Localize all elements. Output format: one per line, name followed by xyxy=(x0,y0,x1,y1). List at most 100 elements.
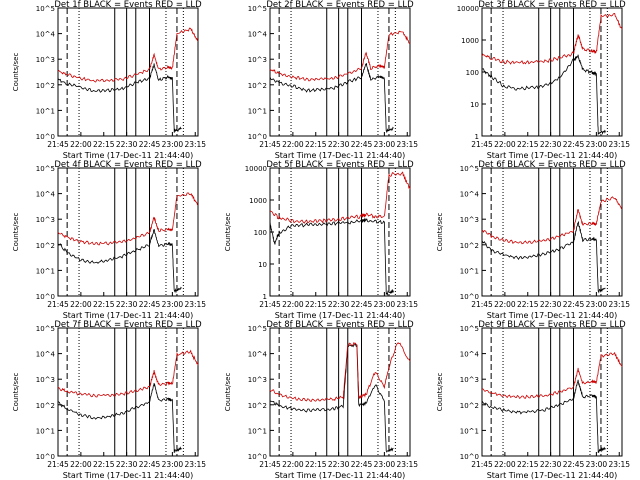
x-tick-label: 22:45 xyxy=(139,300,161,309)
x-tick-label: 21:45 xyxy=(471,300,493,309)
chart-panel-4: Det 4f BLACK = Events RED = LLD Counts/se… xyxy=(12,160,206,320)
y-axis-label: Counts/sec xyxy=(436,373,444,412)
series-lld-line xyxy=(481,351,623,400)
x-tick-label: 22:00 xyxy=(494,460,516,469)
x-tick-label: 22:45 xyxy=(563,300,585,309)
x-tick-label: 22:45 xyxy=(563,460,585,469)
x-tick-label: 21:45 xyxy=(259,460,281,469)
x-axis-label: Start Time (17-Dec-11 21:44:40) xyxy=(487,151,618,160)
chart-title: Det 9f BLACK = Events RED = LLD xyxy=(478,320,626,330)
x-tick-label: 21:45 xyxy=(471,460,493,469)
x-tick-label: 23:00 xyxy=(374,460,396,469)
x-tick-label: 23:15 xyxy=(396,300,418,309)
x-tick-label: 22:00 xyxy=(70,460,92,469)
x-tick-label: 22:30 xyxy=(328,460,350,469)
y-tick-label: 10^2 xyxy=(36,82,55,90)
series-events-line xyxy=(57,229,182,294)
chart-panel-5: Det 5f BLACK = Events RED = LLD Counts/se… xyxy=(224,160,418,320)
y-tick-label: 10^3 xyxy=(460,216,479,224)
y-tick-label: 10^0 xyxy=(248,133,267,141)
x-tick-label: 23:15 xyxy=(396,460,418,469)
x-tick-label: 22:00 xyxy=(282,140,304,149)
x-tick-label: 21:45 xyxy=(47,460,69,469)
chart-title: Det 8f BLACK = Events RED = LLD xyxy=(266,320,414,330)
y-tick-label: 10^1 xyxy=(248,427,267,435)
x-tick-label: 22:15 xyxy=(305,460,327,469)
y-tick-label: 10^4 xyxy=(460,351,480,359)
x-tick-label: 23:00 xyxy=(374,140,396,149)
y-tick-label: 10^2 xyxy=(36,242,55,250)
series-lld-line xyxy=(57,192,199,246)
chart-title: Det 7f BLACK = Events RED = LLD xyxy=(54,320,202,330)
x-tick-label: 22:15 xyxy=(93,140,115,149)
x-tick-label: 22:45 xyxy=(563,140,585,149)
y-tick-label: 10000 xyxy=(245,165,267,173)
y-tick-label: 10^5 xyxy=(36,5,55,13)
y-tick-label: 10^3 xyxy=(36,376,55,384)
y-tick-label: 10^1 xyxy=(248,107,267,115)
x-tick-label: 21:45 xyxy=(47,300,69,309)
chart-title: Det 6f BLACK = Events RED = LLD xyxy=(478,160,626,170)
x-axis-label: Start Time (17-Dec-11 21:44:40) xyxy=(275,311,406,320)
chart-title: Det 4f BLACK = Events RED = LLD xyxy=(54,160,202,170)
x-tick-label: 23:15 xyxy=(608,140,630,149)
x-tick-label: 23:00 xyxy=(162,300,184,309)
x-tick-label: 22:30 xyxy=(116,300,138,309)
x-tick-label: 22:15 xyxy=(517,460,539,469)
series-events-line xyxy=(481,54,606,136)
chart-panel-1: Det 1f BLACK = Events RED = LLD Counts/se… xyxy=(12,0,206,160)
series-lld-line xyxy=(57,27,199,83)
y-tick-label: 10^5 xyxy=(36,325,55,333)
x-tick-label: 22:00 xyxy=(70,300,92,309)
series-lld-line xyxy=(269,30,411,82)
plot-frame xyxy=(57,7,199,137)
y-tick-label: 10^1 xyxy=(460,267,479,275)
y-tick-label: 10^3 xyxy=(460,376,479,384)
x-tick-label: 21:45 xyxy=(471,140,493,149)
x-tick-label: 21:45 xyxy=(259,140,281,149)
chart-panel-7: Det 7f BLACK = Events RED = LLD Counts/se… xyxy=(12,320,206,480)
y-tick-label: 10^3 xyxy=(36,56,55,64)
x-tick-label: 23:15 xyxy=(608,300,630,309)
series-events-line xyxy=(57,382,182,453)
x-tick-label: 22:15 xyxy=(517,140,539,149)
x-tick-label: 23:00 xyxy=(162,140,184,149)
x-tick-label: 22:15 xyxy=(93,460,115,469)
y-tick-label: 1 xyxy=(263,293,267,301)
y-tick-label: 10^2 xyxy=(36,402,55,410)
x-tick-label: 23:00 xyxy=(162,460,184,469)
series-lld-line xyxy=(481,13,623,65)
plot-frame xyxy=(269,327,411,457)
y-tick-label: 10^1 xyxy=(36,427,55,435)
y-tick-label: 100 xyxy=(466,69,479,77)
y-tick-label: 100 xyxy=(254,229,267,237)
series-events-line xyxy=(269,63,394,134)
y-axis-label: Counts/sec xyxy=(224,373,232,412)
y-axis-label: Counts/sec xyxy=(436,213,444,252)
x-axis-label: Start Time (17-Dec-11 21:44:40) xyxy=(275,151,406,160)
x-tick-label: 23:15 xyxy=(184,140,206,149)
plot-frame xyxy=(481,327,623,457)
x-tick-label: 22:15 xyxy=(305,300,327,309)
x-tick-label: 22:30 xyxy=(116,140,138,149)
x-tick-label: 22:15 xyxy=(517,300,539,309)
y-tick-label: 10^3 xyxy=(248,376,267,384)
x-tick-label: 22:00 xyxy=(282,460,304,469)
y-axis-label: Counts/sec xyxy=(12,373,20,412)
x-tick-label: 22:30 xyxy=(116,460,138,469)
x-tick-label: 23:00 xyxy=(586,300,608,309)
y-tick-label: 10^0 xyxy=(248,453,267,461)
series-lld-line xyxy=(57,349,199,398)
x-axis-label: Start Time (17-Dec-11 21:44:40) xyxy=(487,311,618,320)
series-events-line xyxy=(481,379,606,454)
x-tick-label: 22:30 xyxy=(540,460,562,469)
x-tick-label: 22:45 xyxy=(351,140,373,149)
y-tick-label: 10^4 xyxy=(460,191,480,199)
y-axis-label: Counts/sec xyxy=(224,213,232,252)
chart-panel-9: Det 9f BLACK = Events RED = LLD Counts/se… xyxy=(436,320,630,480)
x-tick-label: 22:30 xyxy=(328,140,350,149)
y-tick-label: 1000 xyxy=(249,197,267,205)
x-tick-label: 22:00 xyxy=(494,140,516,149)
x-tick-label: 22:45 xyxy=(351,300,373,309)
